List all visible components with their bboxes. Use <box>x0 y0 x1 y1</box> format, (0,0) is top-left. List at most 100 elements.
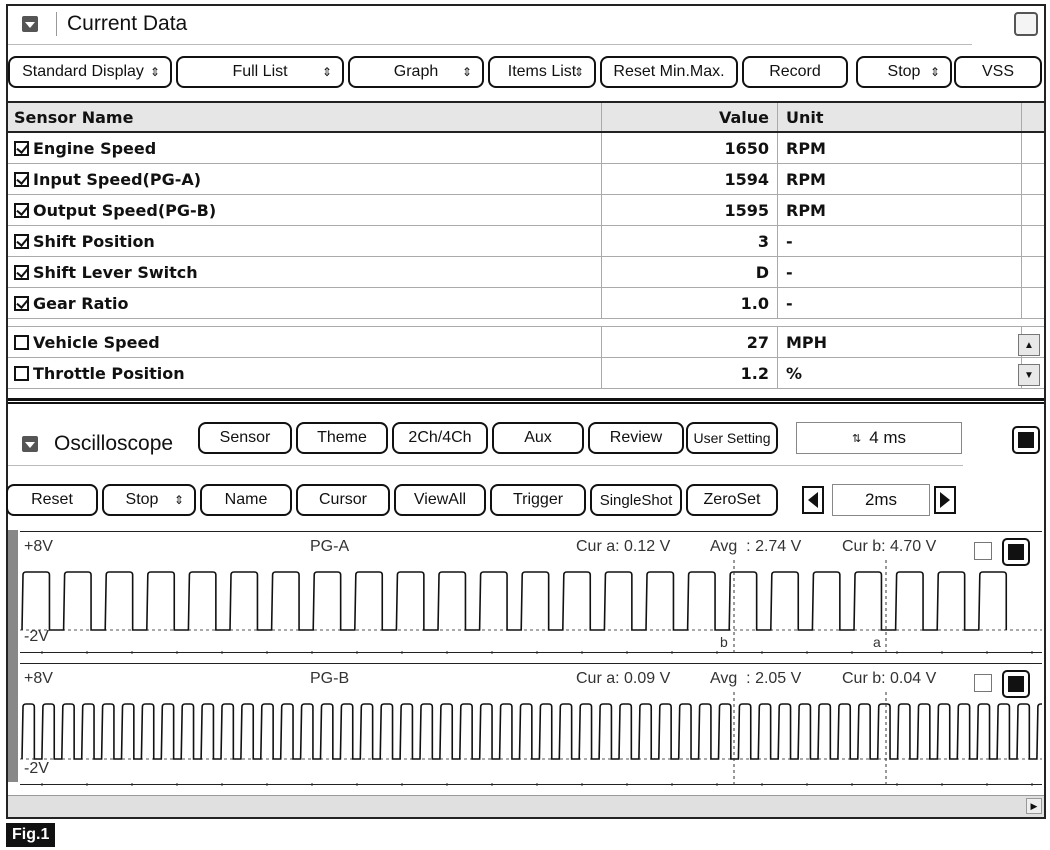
pg-b-checkbox[interactable] <box>974 674 992 692</box>
pg-b-name: PG-B <box>310 670 350 687</box>
sensor-name: Input Speed(PG-A) <box>33 169 202 189</box>
window-toggle-button[interactable] <box>1014 12 1038 36</box>
spinner-icon: ⇕ <box>461 65 472 79</box>
sensor-unit: RPM <box>778 133 1022 163</box>
tab-theme[interactable]: Theme <box>296 422 388 454</box>
standard-display-button[interactable]: Standard Display ⇕ <box>8 56 172 88</box>
time-display-value: 4 ms <box>869 428 907 447</box>
sensor-unit: - <box>778 226 1022 256</box>
button-label: Full List <box>232 63 288 80</box>
table-row[interactable]: Gear Ratio 1.0- <box>8 288 1044 319</box>
spinner-icon: ⇕ <box>573 65 584 79</box>
pg-a-top-label: +8V <box>24 538 53 555</box>
range-decrease-button[interactable] <box>802 486 824 514</box>
sensor-name-cell: Engine Speed <box>8 133 602 163</box>
pg-a-checkbox[interactable] <box>974 542 992 560</box>
table-row[interactable]: Engine Speed 1650 RPM <box>8 133 1044 164</box>
collapse-icon[interactable] <box>22 436 38 452</box>
panel-divider[interactable] <box>8 398 1044 404</box>
row-checkbox[interactable] <box>14 264 29 280</box>
col-unit[interactable]: Unit <box>778 103 1022 131</box>
row-checkbox[interactable] <box>14 334 29 350</box>
stop-button[interactable]: Stop ⇕ <box>856 56 952 88</box>
tab-2ch-4ch[interactable]: 2Ch/4Ch <box>392 422 488 454</box>
sensor-name: Gear Ratio <box>33 293 129 313</box>
pg-b-bottom-label: -2V <box>24 760 49 777</box>
zeroset-button[interactable]: ZeroSet <box>686 484 778 516</box>
oscilloscope-rule <box>8 465 963 466</box>
sensor-name-cell: Gear Ratio <box>8 288 602 318</box>
items-list-button[interactable]: Items List ⇕ <box>488 56 596 88</box>
current-data-title: Current Data <box>56 12 187 36</box>
cursor-button[interactable]: Cursor <box>296 484 390 516</box>
range-increase-button[interactable] <box>934 486 956 514</box>
name-button[interactable]: Name <box>200 484 292 516</box>
col-sensor-name[interactable]: Sensor Name <box>8 103 602 131</box>
sensor-name: Throttle Position <box>33 363 185 383</box>
row-separator <box>8 319 1044 327</box>
trigger-button[interactable]: Trigger <box>490 484 586 516</box>
row-checkbox[interactable] <box>14 202 29 218</box>
row-checkbox[interactable] <box>14 295 29 311</box>
channel-pg-b[interactable]: +8V PG-B Cur a: 0.09 V Avg : 2.05 V Cur … <box>20 663 1042 786</box>
tab-user-setting[interactable]: User Setting <box>686 422 778 454</box>
horizontal-scrollbar[interactable]: ▶ <box>8 795 1044 817</box>
sensor-name-cell: Shift Lever Switch <box>8 257 602 287</box>
table-row[interactable]: Vehicle Speed 27 MPH <box>8 327 1044 358</box>
pg-b-cur-b: Cur b: 0.04 V <box>842 670 937 687</box>
scan-tool-window <box>6 4 1046 819</box>
table-row[interactable]: Input Speed(PG-A) 1594 RPM <box>8 164 1044 195</box>
tab-review[interactable]: Review <box>588 422 684 454</box>
table-row[interactable]: Output Speed(PG-B) 1595 RPM <box>8 195 1044 226</box>
sensor-value: D <box>602 257 778 287</box>
range-display: 2ms <box>832 484 930 516</box>
button-label: Items List <box>507 63 577 80</box>
figure-label: Fig.1 <box>6 823 56 847</box>
button-label: Record <box>769 63 821 80</box>
spinner-icon: ⇕ <box>321 65 332 79</box>
button-label: Standard Display <box>22 63 144 80</box>
button-label: Graph <box>393 63 439 80</box>
button-label: SingleShot <box>599 491 673 509</box>
reset-min-max-button[interactable]: Reset Min.Max. <box>600 56 738 88</box>
button-label: ViewAll <box>413 491 467 508</box>
graph-button[interactable]: Graph ⇕ <box>348 56 484 88</box>
reset-button[interactable]: Reset <box>6 484 98 516</box>
collapse-icon[interactable] <box>22 16 38 32</box>
sensor-table: Sensor Name Value Unit Engine Speed 1650 R… <box>8 101 1044 389</box>
sensor-name: Output Speed(PG-B) <box>33 200 217 220</box>
row-checkbox[interactable] <box>14 171 29 187</box>
sensor-unit: MPH <box>778 327 1022 357</box>
scroll-right-button[interactable]: ▶ <box>1026 798 1042 814</box>
table-row[interactable]: Shift Position 3- <box>8 226 1044 257</box>
sensor-unit: RPM <box>778 164 1022 194</box>
scroll-down-button[interactable]: ▼ <box>1018 364 1040 386</box>
row-checkbox[interactable] <box>14 140 29 156</box>
record-toggle-button[interactable] <box>1012 426 1040 454</box>
pg-a-waveform <box>20 560 1042 654</box>
channel-side-bar[interactable] <box>8 530 18 782</box>
full-list-button[interactable]: Full List ⇕ <box>176 56 344 88</box>
record-button[interactable]: Record <box>742 56 848 88</box>
time-display: ⇅ 4 ms <box>796 422 962 454</box>
tab-aux[interactable]: Aux <box>492 422 584 454</box>
pg-a-color-button[interactable] <box>1002 538 1030 566</box>
singleshot-button[interactable]: SingleShot <box>590 484 682 516</box>
stop-button[interactable]: Stop ⇕ <box>102 484 196 516</box>
row-checkbox[interactable] <box>14 365 29 381</box>
scroll-up-button[interactable]: ▲ <box>1018 334 1040 356</box>
viewall-button[interactable]: ViewAll <box>394 484 486 516</box>
channel-pg-a[interactable]: +8V PG-A Cur a: 0.12 V Avg : 2.74 V Cur … <box>20 531 1042 654</box>
sensor-unit: RPM <box>778 195 1022 225</box>
oscilloscope-title: Oscilloscope <box>54 432 174 455</box>
cursor-b-marker: b <box>720 634 728 650</box>
col-value[interactable]: Value <box>602 103 778 131</box>
tab-sensor[interactable]: Sensor <box>198 422 292 454</box>
sensor-name-cell: Output Speed(PG-B) <box>8 195 602 225</box>
table-row[interactable]: Throttle Position 1.2% <box>8 358 1044 389</box>
row-checkbox[interactable] <box>14 233 29 249</box>
pg-b-color-button[interactable] <box>1002 670 1030 698</box>
spinner-icon: ⇕ <box>929 65 940 79</box>
vss-button[interactable]: VSS <box>954 56 1042 88</box>
table-row[interactable]: Shift Lever Switch D - <box>8 257 1044 288</box>
